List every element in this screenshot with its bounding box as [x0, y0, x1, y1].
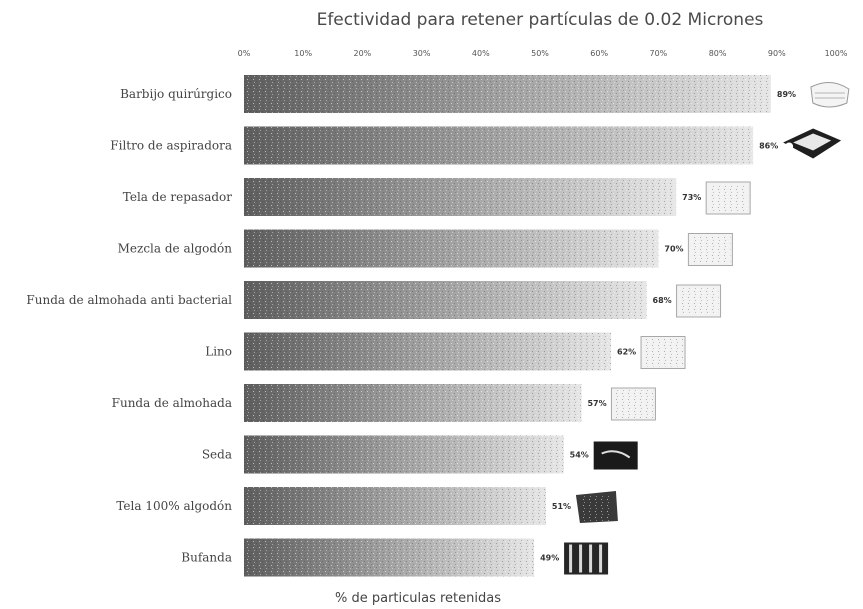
category-label: Seda: [202, 448, 232, 462]
category-label: Bufanda: [181, 551, 232, 565]
value-label: 68%: [653, 296, 672, 305]
linen-fabric-icon: [640, 336, 686, 369]
surgical-mask-icon: [810, 82, 850, 108]
value-label: 86%: [759, 142, 778, 151]
bar-texture: [244, 332, 612, 371]
bar-texture: [244, 538, 535, 577]
x-tick-label: 60%: [590, 49, 608, 58]
cotton-fabric-icon: [575, 491, 618, 523]
value-label: 89%: [777, 90, 796, 99]
bar-row: Funda de almohada 57%: [112, 384, 656, 422]
x-tick-label: 70%: [650, 49, 668, 58]
bar-row: Barbijo quirúrgico 89%: [120, 75, 850, 113]
x-tick-label: 20%: [354, 49, 372, 58]
antibacterial-pillowcase-icon: [676, 284, 722, 318]
value-label: 49%: [540, 554, 559, 563]
bar-row: Seda 54%: [202, 435, 638, 474]
category-label: Tela de repasador: [123, 190, 232, 204]
kitchen-towel-icon: [705, 181, 751, 215]
value-label: 73%: [682, 193, 701, 202]
x-tick-label: 0%: [238, 49, 251, 58]
bar-row: Tela 100% algodón 51%: [116, 487, 618, 525]
x-tick-label: 10%: [294, 49, 312, 58]
silk-fabric-icon: [593, 441, 638, 470]
value-label: 54%: [570, 451, 589, 460]
x-axis-label: % de particulas retenidas: [335, 591, 501, 606]
x-tick-label: 100%: [825, 49, 848, 58]
x-tick-label: 30%: [413, 49, 431, 58]
chart-title: Efectividad para retener partículas de 0…: [317, 10, 764, 30]
category-label: Mezcla de algodón: [118, 242, 233, 256]
bar-texture: [244, 75, 771, 113]
value-label: 57%: [587, 399, 606, 408]
value-label: 62%: [617, 348, 636, 357]
bar-texture: [244, 487, 546, 525]
value-label: 70%: [664, 245, 683, 254]
category-label: Tela 100% algodón: [116, 499, 232, 513]
vacuum-filter-icon: [783, 128, 842, 159]
bar-texture: [244, 229, 659, 268]
bar-texture: [244, 384, 582, 422]
bar-row: Bufanda 49%: [181, 538, 609, 577]
category-label: Barbijo quirúrgico: [120, 87, 232, 101]
x-axis-ticks: 0% 10% 20% 30% 40% 50% 60% 70% 80% 90% 100%: [238, 49, 848, 58]
bar-texture: [244, 178, 677, 216]
bars-group: Barbijo quirúrgico 89% Filtro de aspirador…: [26, 75, 850, 577]
pillowcase-icon: [610, 387, 656, 421]
bar-texture: [244, 281, 647, 319]
x-tick-label: 90%: [768, 49, 786, 58]
x-tick-label: 50%: [531, 49, 549, 58]
bar-row: Lino 62%: [205, 332, 686, 371]
bar-row: Tela de repasador 73%: [123, 178, 751, 216]
bar-row: Mezcla de algodón 70%: [118, 229, 733, 268]
x-tick-label: 40%: [472, 49, 490, 58]
category-label: Filtro de aspiradora: [110, 139, 232, 153]
value-label: 51%: [552, 502, 571, 511]
bar-texture: [244, 435, 564, 474]
scarf-icon: [564, 542, 609, 575]
category-label: Funda de almohada: [112, 396, 232, 410]
bar-row: Funda de almohada anti bacterial 68%: [26, 281, 722, 319]
bar-row: Filtro de aspiradora 86%: [110, 126, 842, 165]
cotton-blend-fabric-icon: [687, 233, 733, 266]
bar-texture: [244, 126, 754, 165]
category-label: Lino: [205, 345, 232, 359]
category-label: Funda de almohada anti bacterial: [26, 293, 232, 307]
x-tick-label: 80%: [709, 49, 727, 58]
